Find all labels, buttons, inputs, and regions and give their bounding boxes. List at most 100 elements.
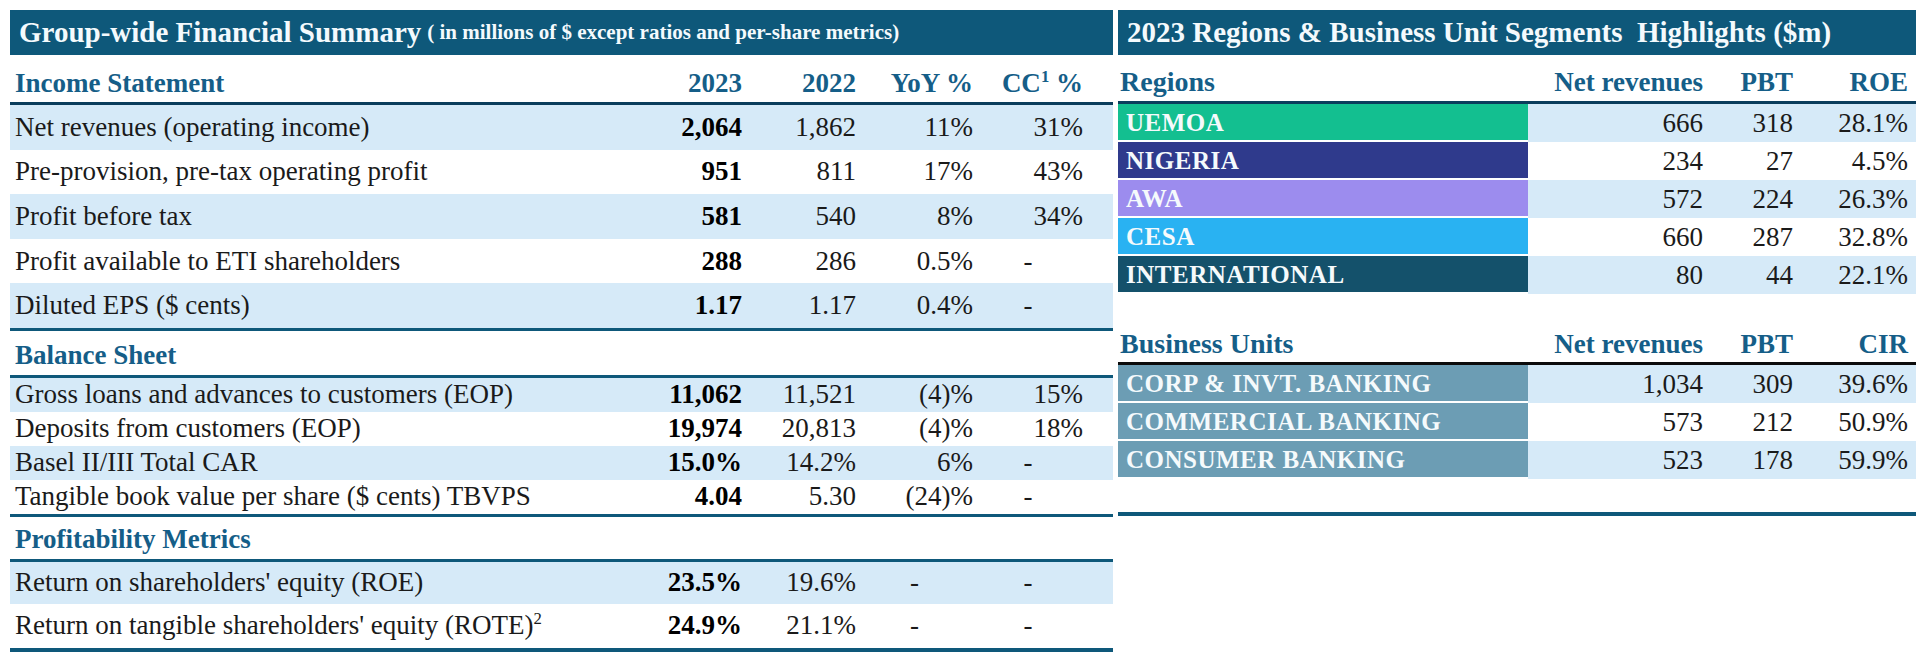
value-pbt: 178: [1703, 447, 1793, 474]
table-row: Net revenues (operating income) 2,064 1,…: [10, 105, 1113, 150]
column-header-cir: CIR: [1793, 331, 1908, 358]
right-panel-bottom-border: [1118, 512, 1916, 516]
value-cir: 39.6%: [1793, 371, 1908, 398]
value-yoy: (24)%: [856, 483, 973, 510]
value-net-revenues: 523: [1528, 447, 1703, 474]
region-label-bar: UEMOA: [1118, 104, 1528, 142]
value-yoy: 11%: [856, 114, 973, 141]
table-row: CESA 660 287 32.8%: [1118, 218, 1916, 256]
value-2023: 2,064: [640, 114, 742, 141]
region-label-bar: INTERNATIONAL: [1118, 256, 1528, 294]
row-label: Diluted EPS ($ cents): [10, 292, 640, 319]
row-label: Profit available to ETI shareholders: [10, 248, 640, 275]
value-2022: 5.30: [742, 483, 856, 510]
profitability-heading-row: Profitability Metrics: [10, 517, 1113, 562]
profitability-heading: Profitability Metrics: [10, 526, 251, 553]
value-pbt: 224: [1703, 186, 1793, 213]
value-2022: 14.2%: [742, 449, 856, 476]
value-cc: 43%: [973, 158, 1083, 185]
value-2023: 11,062: [640, 381, 742, 408]
business-units-header-row: Business Units Net revenues PBT CIR: [1118, 330, 1916, 365]
value-yoy: 8%: [856, 203, 973, 230]
row-label: Return on shareholders' equity (ROE): [10, 569, 640, 596]
value-net-revenues: 573: [1528, 409, 1703, 436]
table-row: Tangible book value per share ($ cents) …: [10, 480, 1113, 514]
region-label-bar: CESA: [1118, 218, 1528, 256]
value-roe: 26.3%: [1793, 186, 1908, 213]
value-2022: 811: [742, 158, 856, 185]
business-units-heading: Business Units: [1118, 330, 1528, 358]
value-2023: 24.9%: [640, 612, 742, 639]
financial-summary-screenshot: Group-wide Financial Summary ( in millio…: [0, 0, 1929, 657]
table-row: Profit available to ETI shareholders 288…: [10, 239, 1113, 284]
table-row: Pre-provision, pre-tax operating profit …: [10, 150, 1113, 195]
region-label-bar: NIGERIA: [1118, 142, 1528, 180]
value-2023: 19,974: [640, 415, 742, 442]
value-pbt: 287: [1703, 224, 1793, 251]
value-cc: -: [973, 483, 1083, 510]
value-cc: -: [973, 569, 1083, 596]
segments-highlights-panel: 2023 Regions & Business Unit Segments Hi…: [1118, 10, 1916, 516]
business-unit-label-bar: COMMERCIAL BANKING: [1118, 403, 1528, 441]
column-header-2022: 2022: [742, 70, 856, 97]
left-panel-title-bar: Group-wide Financial Summary ( in millio…: [10, 10, 1113, 55]
regions-header-row: Regions Net revenues PBT ROE: [1118, 55, 1916, 104]
row-label: Net revenues (operating income): [10, 114, 640, 141]
rote-superscript: 2: [533, 609, 541, 628]
row-label: Profit before tax: [10, 203, 640, 230]
value-net-revenues: 660: [1528, 224, 1703, 251]
value-2022: 286: [742, 248, 856, 275]
value-cir: 59.9%: [1793, 447, 1908, 474]
value-roe: 4.5%: [1793, 148, 1908, 175]
table-row: Diluted EPS ($ cents) 1.17 1.17 0.4% -: [10, 283, 1113, 328]
table-row: Gross loans and advances to customers (E…: [10, 378, 1113, 412]
value-yoy: 6%: [856, 449, 973, 476]
value-cc: 18%: [973, 415, 1083, 442]
row-label: Basel II/III Total CAR: [10, 449, 640, 476]
spacer: [1118, 479, 1916, 512]
value-2023: 4.04: [640, 483, 742, 510]
value-yoy: 17%: [856, 158, 973, 185]
value-2022: 540: [742, 203, 856, 230]
value-yoy: -: [856, 612, 973, 639]
group-financial-summary-panel: Group-wide Financial Summary ( in millio…: [10, 10, 1113, 652]
income-statement-heading: Income Statement: [10, 70, 640, 97]
value-pbt: 318: [1703, 110, 1793, 137]
value-net-revenues: 572: [1528, 186, 1703, 213]
value-yoy: (4)%: [856, 381, 973, 408]
balance-sheet-heading-row: Balance Sheet: [10, 331, 1113, 378]
value-2022: 20,813: [742, 415, 856, 442]
column-header-pbt: PBT: [1703, 69, 1793, 96]
value-net-revenues: 80: [1528, 262, 1703, 289]
spacer: [1118, 294, 1916, 330]
value-cc: 31%: [973, 114, 1083, 141]
value-2023: 581: [640, 203, 742, 230]
table-row: COMMERCIAL BANKING 573 212 50.9%: [1118, 403, 1916, 441]
row-label: Gross loans and advances to customers (E…: [10, 381, 640, 408]
table-row: CORP & INVT. BANKING 1,034 309 39.6%: [1118, 365, 1916, 403]
value-cir: 50.9%: [1793, 409, 1908, 436]
table-row: Profit before tax 581 540 8% 34%: [10, 194, 1113, 239]
table-row: Basel II/III Total CAR 15.0% 14.2% 6% -: [10, 446, 1113, 480]
column-header-2023: 2023: [640, 70, 742, 97]
value-roe: 28.1%: [1793, 110, 1908, 137]
column-header-roe: ROE: [1793, 69, 1908, 96]
column-header-pbt: PBT: [1703, 331, 1793, 358]
value-2022: 19.6%: [742, 569, 856, 596]
value-2022: 1,862: [742, 114, 856, 141]
income-statement-header-row: Income Statement 2023 2022 YoY % CC1 %: [10, 55, 1113, 105]
value-cc: -: [973, 449, 1083, 476]
region-label-bar: AWA: [1118, 180, 1528, 218]
cc-superscript: 1: [1041, 67, 1049, 86]
row-label: Deposits from customers (EOP): [10, 415, 640, 442]
table-row: NIGERIA 234 27 4.5%: [1118, 142, 1916, 180]
table-row: Return on tangible shareholders' equity …: [10, 604, 1113, 648]
row-label: Tangible book value per share ($ cents) …: [10, 483, 640, 510]
value-pbt: 27: [1703, 148, 1793, 175]
value-pbt: 309: [1703, 371, 1793, 398]
value-net-revenues: 234: [1528, 148, 1703, 175]
value-cc: -: [973, 292, 1083, 319]
table-row: CONSUMER BANKING 523 178 59.9%: [1118, 441, 1916, 479]
table-row: INTERNATIONAL 80 44 22.1%: [1118, 256, 1916, 294]
value-2023: 1.17: [640, 292, 742, 319]
